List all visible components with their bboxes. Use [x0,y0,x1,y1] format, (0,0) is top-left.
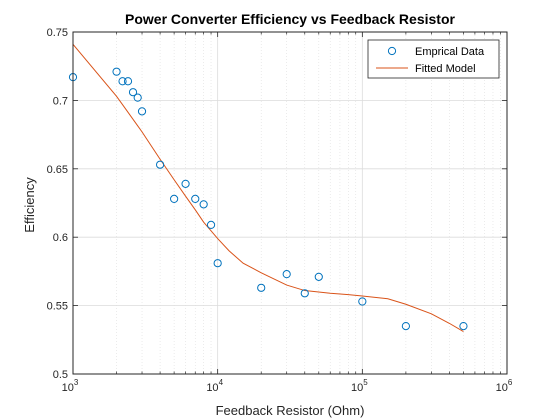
x-axis-label: Feedback Resistor (Ohm) [216,403,365,418]
x-tick-label: 105 [351,378,368,394]
data-point [358,297,367,306]
fitted-model-line [72,43,464,333]
y-tick-label: 0.55 [47,301,68,313]
data-point [401,322,410,331]
y-tick-label: 0.65 [47,164,68,176]
legend-label-empirical: Emprical Data [415,46,485,58]
x-tick-label: 103 [62,378,79,394]
legend-label-fitted: Fitted Model [415,63,476,75]
axes-box [72,31,508,375]
data-point [199,200,208,209]
chart-title: Power Converter Efficiency vs Feedback R… [125,11,455,27]
data-point [137,107,147,116]
data-point [257,283,266,292]
y-axis-label: Efficiency [22,177,37,233]
x-tick-label: 106 [496,378,513,394]
data-point [282,270,291,279]
data-point [181,179,190,188]
data-point [459,322,468,331]
data-point [300,289,309,298]
legend-box [367,39,500,79]
data-point [314,272,323,281]
data-point [213,259,222,268]
plot-area: 103 104 105 106 0.5 0.55 0.6 0.65 0.7 0.75 [47,27,513,394]
data-point [118,77,127,86]
data-point [123,77,133,86]
ticks: 103 104 105 106 0.5 0.55 0.6 0.65 0.7 0.75 [47,27,513,394]
legend-marker-empirical [387,46,397,56]
y-tick-label: 0.7 [53,95,68,107]
legend: Emprical Data Fitted Model [367,39,500,79]
data-point [133,93,142,102]
data-point [206,220,216,229]
data-point [170,194,179,203]
y-tick-label: 0.75 [47,27,68,39]
y-tick-label: 0.5 [53,369,68,381]
data-point [128,88,138,97]
data-point [112,67,121,76]
y-tick-label: 0.6 [53,232,68,244]
data-point [156,160,165,169]
data-point [191,194,200,203]
x-tick-label: 104 [206,378,223,394]
axes-background [73,32,507,374]
